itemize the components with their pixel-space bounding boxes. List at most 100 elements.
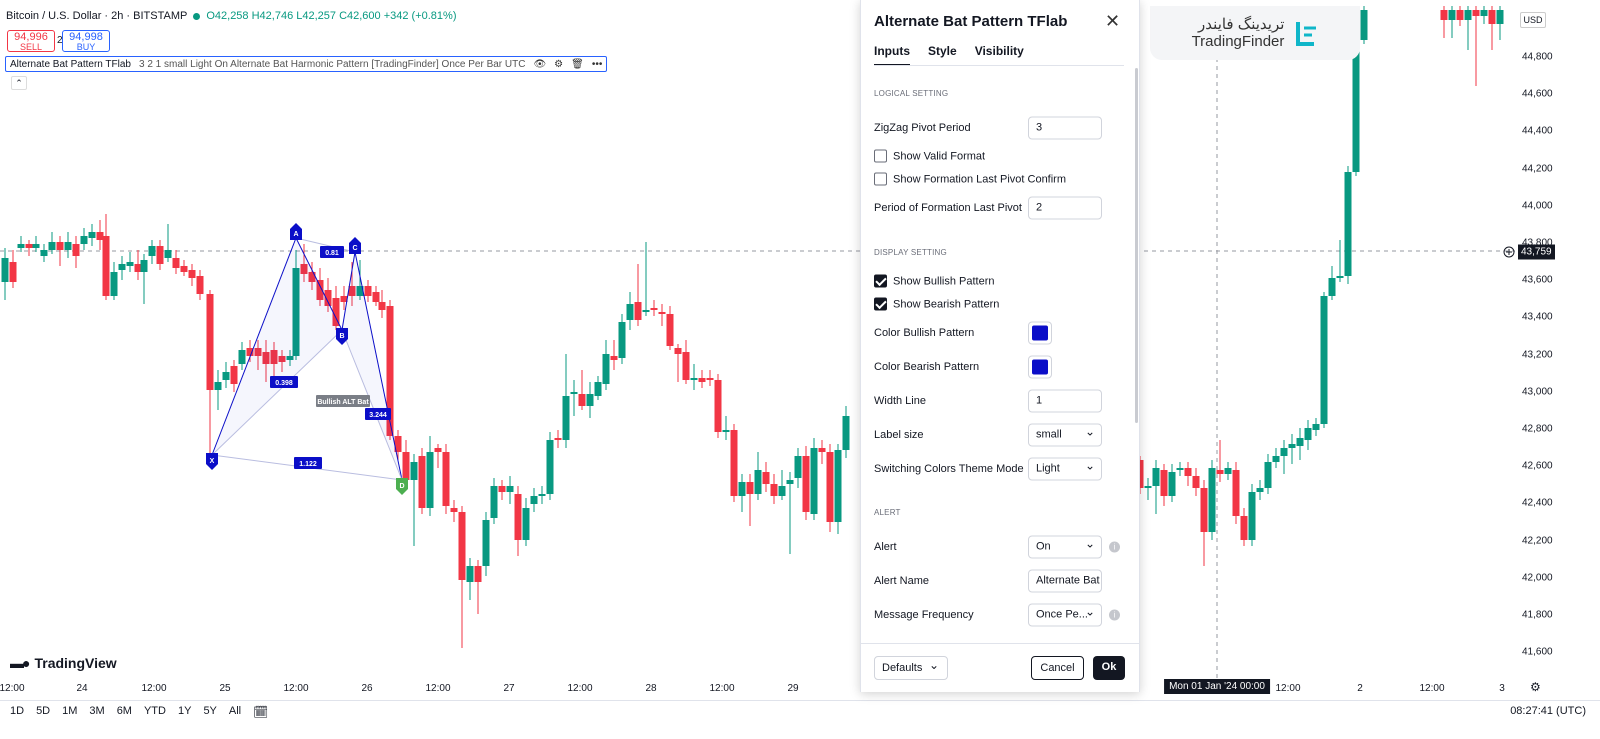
ratio-bc-label-bg (320, 246, 344, 258)
pattern-name-label-bg (316, 395, 370, 407)
candle-body (262, 352, 270, 364)
ratio-xd-label: 1.122 (299, 461, 317, 468)
time-tick: 26 (361, 683, 373, 694)
show-valid-checkbox[interactable]: Show Valid Format (874, 149, 985, 163)
range-3m[interactable]: 3M (89, 705, 105, 717)
candle-body (658, 312, 666, 314)
candle-body (498, 486, 506, 492)
time-tick: 28 (645, 683, 657, 694)
show-bullish-checkbox[interactable]: Show Bullish Pattern (874, 274, 995, 288)
axis-settings-icon[interactable]: ⚙ (1530, 680, 1541, 694)
candle-body (1472, 10, 1480, 16)
buy-button[interactable]: 94,998 BUY (62, 30, 110, 52)
range-all[interactable]: All (228, 705, 242, 717)
tab-style[interactable]: Style (928, 44, 957, 58)
show-last-pivot-checkbox[interactable]: Show Formation Last Pivot Confirm (874, 172, 1067, 186)
range-1d[interactable]: 1D (10, 705, 25, 717)
pattern-point-a (290, 223, 302, 240)
price-tick: 42,800 (1522, 423, 1553, 435)
candle-body (698, 378, 706, 382)
candle-body (64, 242, 72, 250)
freq-select[interactable]: Once Pe... (1028, 603, 1102, 627)
candle-body (72, 244, 80, 256)
candle-body (1496, 10, 1504, 24)
candle-body (770, 484, 778, 496)
candle-body (164, 250, 172, 258)
time-tick: 24 (76, 683, 88, 694)
candle-body (634, 302, 642, 320)
range-5d[interactable]: 5D (36, 705, 51, 717)
width-label: Width Line (874, 395, 926, 407)
candle-body (1232, 470, 1240, 516)
show-bearish-checkbox[interactable]: Show Bearish Pattern (874, 297, 999, 311)
candle-body (102, 236, 110, 296)
more-icon[interactable]: ••• (591, 58, 603, 70)
calendar-icon[interactable]: 🗓 (253, 705, 269, 719)
tab-visibility[interactable]: Visibility (974, 44, 1024, 58)
candle-body (270, 350, 278, 364)
theme-select[interactable]: Light (1028, 457, 1102, 481)
pattern-ratio-line (295, 237, 356, 253)
alert-name-label: Alert Name (874, 575, 930, 587)
ratio-bc-label: 0.81 (325, 250, 339, 257)
range-1m[interactable]: 1M (62, 705, 78, 717)
candle-body (482, 520, 490, 566)
time-tick: 12:00 (0, 683, 25, 694)
candle-body (618, 322, 626, 358)
currency-button[interactable]: USD (1520, 12, 1546, 28)
range-1y[interactable]: 1Y (177, 705, 192, 717)
indicator-legend[interactable]: Alternate Bat Pattern TFlab 3 2 1 small … (5, 56, 608, 72)
sell-button[interactable]: 94,996 SELL (7, 30, 55, 52)
collapse-chevron-icon[interactable]: ⌃ (11, 76, 27, 90)
candle-body (332, 298, 340, 326)
pattern-bcd-fill (342, 252, 402, 480)
info-icon[interactable]: i (1109, 609, 1120, 621)
alert-select[interactable]: On (1028, 535, 1102, 559)
candle-body (1336, 276, 1344, 278)
alert-name-input[interactable]: Alternate Bat (1028, 569, 1102, 593)
symbol-title[interactable]: Bitcoin / U.S. Dollar · 2h · BITSTAMP (6, 10, 188, 22)
settings-icon[interactable]: ⚙ (554, 58, 564, 70)
candle-body (230, 366, 238, 384)
pattern-leg (295, 237, 343, 331)
trash-icon[interactable]: 🗑 (571, 58, 584, 70)
cancel-button[interactable]: Cancel (1031, 656, 1084, 680)
zigzag-input[interactable]: 3 (1028, 116, 1102, 140)
price-tick: 43,000 (1522, 386, 1553, 398)
range-ytd[interactable]: YTD (143, 705, 166, 717)
alert-header: ALERT (874, 508, 901, 517)
label-size-select[interactable]: small (1028, 423, 1102, 447)
eye-icon[interactable]: 👁 (533, 58, 547, 70)
width-input[interactable]: 1 (1028, 389, 1102, 413)
price-chart[interactable]: A C B X D 0.398 0.81 3.244 1.122 Bullish ALT Bat (0, 0, 1600, 700)
tab-divider (874, 65, 1124, 66)
tab-inputs[interactable]: Inputs (874, 44, 910, 66)
pattern-point-label: A (293, 231, 298, 238)
color-bearish-swatch[interactable] (1028, 355, 1052, 379)
label-size-label: Label size (874, 429, 924, 441)
candle-body (364, 286, 372, 296)
period-input[interactable]: 2 (1028, 196, 1102, 220)
range-5y[interactable]: 5Y (203, 705, 217, 717)
ok-button[interactable]: Ok (1093, 656, 1125, 680)
defaults-button[interactable]: Defaults (874, 654, 948, 680)
range-6m[interactable]: 6M (116, 705, 132, 717)
color-bullish-swatch[interactable] (1028, 321, 1052, 345)
bottom-toolbar (0, 700, 1600, 739)
ratio-ab-label: 0.398 (275, 380, 293, 387)
candle-body (17, 244, 25, 248)
symbol-header: Bitcoin / U.S. Dollar · 2h · BITSTAMP O4… (6, 10, 456, 22)
candle-body (1240, 516, 1248, 540)
add-price-icon-plus (1506, 249, 1512, 255)
info-icon[interactable]: i (1109, 541, 1120, 553)
candle-body (1320, 296, 1328, 424)
utc-clock[interactable]: 08:27:41 (UTC) (1510, 705, 1586, 717)
candle-body (1136, 460, 1144, 488)
candle-body (1440, 10, 1448, 20)
close-icon[interactable]: ✕ (1105, 11, 1121, 31)
candle-body (308, 272, 316, 282)
dialog-scrollbar[interactable] (1135, 68, 1138, 423)
candle-body (148, 246, 156, 256)
pattern-point-b (336, 328, 348, 345)
show-last-pivot-label: Show Formation Last Pivot Confirm (893, 173, 1067, 185)
